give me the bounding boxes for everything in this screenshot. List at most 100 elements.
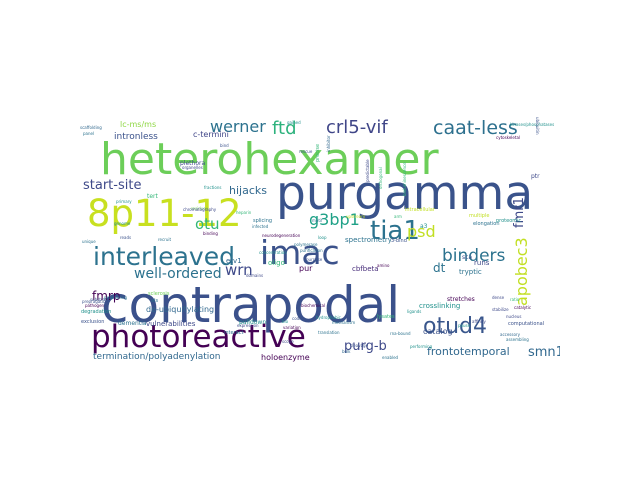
word: splicing bbox=[253, 218, 273, 224]
word: lc-ms/ms bbox=[120, 120, 157, 129]
word: nucleus bbox=[506, 314, 522, 319]
word: rescue bbox=[299, 149, 313, 154]
word: caat-less bbox=[433, 117, 518, 139]
word: sclerosis bbox=[148, 291, 170, 297]
word: intracellular bbox=[405, 207, 435, 213]
word: translation bbox=[318, 330, 340, 335]
word: dt bbox=[433, 261, 446, 275]
word: tryptic bbox=[459, 268, 482, 276]
word: recruit bbox=[158, 237, 172, 242]
word: imac bbox=[260, 233, 340, 272]
word: coding bbox=[292, 316, 306, 321]
word: c-termini bbox=[193, 130, 229, 139]
word: predictable bbox=[365, 159, 370, 182]
word: sca bbox=[462, 254, 473, 261]
word: elongation bbox=[473, 221, 500, 227]
word: well-ordered bbox=[134, 266, 222, 282]
word: scaffolding bbox=[80, 125, 102, 130]
word: ubiquitin bbox=[535, 117, 540, 135]
word: neurodegeneration bbox=[262, 233, 301, 238]
word: multiple bbox=[469, 213, 490, 219]
word: interact bbox=[224, 330, 244, 336]
word: primary bbox=[116, 199, 132, 204]
word: tert bbox=[147, 193, 158, 200]
word: fractions bbox=[204, 185, 222, 190]
word: loop bbox=[318, 235, 327, 240]
word: holoenzyme bbox=[261, 353, 310, 362]
word: otu bbox=[195, 215, 220, 233]
word: oligo bbox=[268, 259, 285, 267]
word: bulk bbox=[342, 349, 351, 354]
word: purgamma bbox=[276, 166, 534, 221]
word: heterohexamer bbox=[100, 134, 439, 185]
word: purification bbox=[300, 248, 323, 253]
word: reads bbox=[120, 235, 132, 240]
word: spectrometry bbox=[345, 236, 392, 244]
word: fmrp bbox=[92, 289, 121, 303]
word: domains bbox=[246, 273, 264, 278]
word: gained bbox=[287, 120, 301, 125]
word: g3bp1 bbox=[309, 210, 360, 229]
word: 3-bind bbox=[391, 238, 407, 244]
word: cytoskeletal bbox=[496, 135, 521, 140]
word: lysates bbox=[377, 314, 395, 320]
word: catalytic bbox=[514, 305, 532, 310]
word: smn1 bbox=[528, 345, 560, 360]
word: werner bbox=[210, 117, 266, 136]
word: expression bbox=[237, 323, 259, 328]
word: mechanism bbox=[332, 320, 356, 325]
word: bioluminescence bbox=[402, 162, 407, 196]
word: runs bbox=[474, 259, 490, 267]
word: dense bbox=[492, 295, 505, 300]
word: preprcating bbox=[104, 295, 128, 300]
word: interleaved bbox=[93, 242, 235, 271]
word-cloud: contrapodal heterohexamer purgamma photo… bbox=[80, 112, 560, 368]
word: amino bbox=[377, 263, 390, 268]
word: exclusion bbox=[81, 319, 105, 325]
word: chromatography bbox=[183, 207, 217, 212]
word: pause bbox=[458, 323, 471, 328]
word: psd bbox=[407, 222, 436, 241]
word: wrn bbox=[225, 261, 253, 279]
word: otud4 bbox=[423, 314, 487, 339]
word: performing bbox=[410, 344, 433, 349]
word: a3 bbox=[420, 223, 428, 230]
word: infected bbox=[252, 224, 269, 229]
word: termination/polyadenylation bbox=[93, 352, 221, 362]
word: intronless bbox=[114, 132, 158, 142]
word: plethora bbox=[180, 160, 206, 167]
word: degradation bbox=[81, 309, 112, 315]
word: catalog bbox=[423, 327, 453, 336]
word: variation bbox=[283, 325, 301, 330]
word: assembling bbox=[506, 337, 529, 342]
word: contrapodal bbox=[101, 276, 401, 334]
word: pur bbox=[299, 264, 313, 273]
word: dementia bbox=[118, 320, 147, 327]
word: pulldown bbox=[239, 319, 267, 326]
word: stabilize bbox=[492, 307, 509, 312]
word: prepragatic bbox=[82, 299, 106, 304]
word: bind bbox=[220, 143, 229, 148]
word: cbfbeta bbox=[352, 265, 379, 273]
word: purpose bbox=[306, 257, 323, 262]
word: precise bbox=[315, 143, 321, 162]
word: 8p11-12 bbox=[87, 192, 242, 235]
word: unique bbox=[82, 239, 96, 244]
word: hydrophobic bbox=[316, 315, 341, 320]
word: polymerase bbox=[294, 242, 318, 247]
word: affinity bbox=[472, 319, 486, 324]
word: organelles bbox=[182, 165, 203, 170]
word: apobec3 bbox=[512, 237, 531, 306]
word: enabled bbox=[382, 355, 399, 360]
word: motif bbox=[312, 218, 323, 223]
word: frontotemporal bbox=[427, 345, 510, 358]
word: ftd bbox=[272, 118, 297, 139]
word: tia1 bbox=[370, 216, 420, 246]
word: cleavage bbox=[350, 343, 369, 348]
word: stretches bbox=[447, 296, 475, 303]
word: accessory bbox=[500, 332, 520, 337]
word: crl5-vif bbox=[326, 117, 388, 138]
word: purg-b bbox=[344, 339, 387, 354]
word: concentration bbox=[259, 250, 287, 255]
word: biochemical bbox=[301, 303, 326, 308]
